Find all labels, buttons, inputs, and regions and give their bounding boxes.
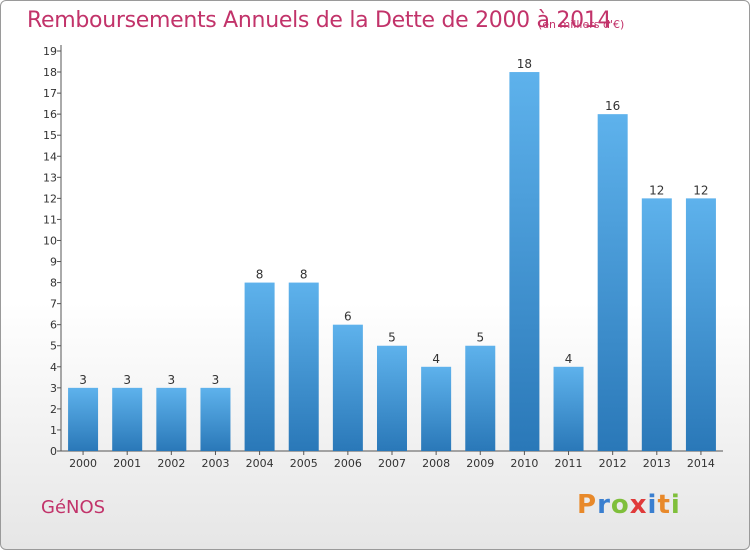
logo-letter: i — [670, 490, 681, 520]
x-tick-label: 2011 — [555, 457, 583, 470]
data-label: 16 — [605, 99, 620, 113]
y-tick-label: 15 — [43, 129, 57, 142]
chart-bars — [68, 72, 716, 451]
data-label: 6 — [344, 310, 352, 324]
x-tick-label: 2006 — [334, 457, 362, 470]
x-tick-label: 2004 — [246, 457, 274, 470]
y-tick-label: 7 — [50, 298, 57, 311]
y-tick-label: 18 — [43, 66, 57, 79]
bar — [288, 282, 319, 451]
proxiti-logo: Proxiti — [577, 490, 681, 520]
data-label: 3 — [168, 373, 176, 387]
data-label: 3 — [123, 373, 131, 387]
bar — [685, 198, 716, 451]
y-tick-label: 12 — [43, 192, 57, 205]
x-tick-label: 2009 — [466, 457, 494, 470]
logo-letter: t — [657, 490, 671, 520]
x-tick-label: 2005 — [290, 457, 318, 470]
x-tick-label: 2001 — [113, 457, 141, 470]
bar — [421, 366, 452, 451]
bar — [332, 324, 363, 451]
y-tick-label: 13 — [43, 171, 57, 184]
y-tick-label: 10 — [43, 234, 57, 247]
x-tick-label: 2007 — [378, 457, 406, 470]
data-label: 5 — [388, 331, 396, 345]
x-tick-label: 2003 — [201, 457, 229, 470]
data-label: 3 — [212, 373, 220, 387]
y-tick-label: 4 — [50, 361, 57, 374]
x-tick-label: 2014 — [687, 457, 715, 470]
bar — [244, 282, 275, 451]
x-tick-label: 2013 — [643, 457, 671, 470]
logo-letter: i — [647, 490, 658, 520]
chart-labels: 2000 3 2001 3 2002 3 2003 3 2004 8 2005 8 2006 6 2007 5… — [69, 57, 715, 470]
y-tick-label: 3 — [50, 382, 57, 395]
bar — [112, 387, 143, 451]
bar — [200, 387, 231, 451]
bar — [377, 345, 407, 451]
data-label: 8 — [300, 268, 308, 282]
bar — [509, 72, 540, 451]
data-label: 5 — [476, 331, 484, 345]
chart-title: Remboursements Annuels de la Dette de 20… — [27, 8, 612, 33]
data-label: 4 — [432, 352, 440, 366]
chart-subtitle: (en milliers d'€) — [538, 18, 625, 31]
bar — [641, 198, 672, 451]
y-tick-label: 1 — [50, 424, 57, 437]
logo-letter: o — [610, 490, 630, 520]
logo-letter: P — [577, 490, 598, 520]
x-tick-label: 2012 — [599, 457, 627, 470]
y-tick-label: 8 — [50, 277, 57, 290]
bar — [68, 387, 99, 451]
data-label: 4 — [565, 352, 573, 366]
logo-letter: x — [629, 490, 648, 520]
data-label: 12 — [649, 183, 664, 197]
y-tick-label: 14 — [43, 150, 57, 163]
y-tick-label: 16 — [43, 108, 57, 121]
y-tick-label: 2 — [50, 403, 57, 416]
y-tick-label: 17 — [43, 87, 57, 100]
data-label: 12 — [693, 183, 708, 197]
y-tick-label: 6 — [50, 319, 57, 332]
city-name: GéNOS — [41, 497, 106, 518]
x-tick-label: 2008 — [422, 457, 450, 470]
x-tick-label: 2000 — [69, 457, 97, 470]
logo-letter: r — [597, 490, 611, 520]
bar — [597, 114, 628, 451]
y-tick-label: 0 — [50, 445, 57, 458]
bar — [465, 345, 496, 451]
data-label: 3 — [79, 373, 87, 387]
y-tick-label: 9 — [50, 256, 57, 269]
x-tick-label: 2010 — [510, 457, 538, 470]
data-label: 8 — [256, 268, 264, 282]
y-tick-label: 11 — [43, 213, 57, 226]
x-tick-label: 2002 — [157, 457, 185, 470]
y-tick-label: 5 — [50, 340, 57, 353]
bar — [156, 387, 187, 451]
bar — [553, 366, 584, 451]
data-label: 18 — [517, 57, 532, 71]
y-tick-label: 19 — [43, 45, 57, 58]
